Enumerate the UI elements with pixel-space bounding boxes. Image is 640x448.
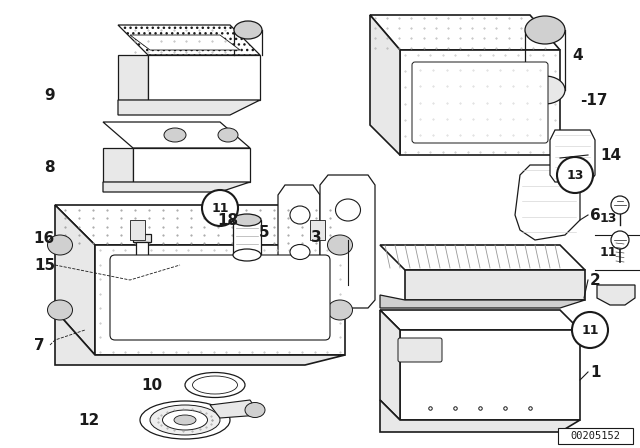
Ellipse shape: [164, 128, 186, 142]
Ellipse shape: [290, 206, 310, 224]
Bar: [233, 220, 261, 255]
Text: 7: 7: [35, 337, 45, 353]
Polygon shape: [515, 165, 580, 240]
Polygon shape: [597, 285, 635, 305]
Text: 6: 6: [590, 207, 601, 223]
Text: 5: 5: [259, 224, 269, 240]
Text: 3: 3: [310, 229, 321, 245]
Text: 4: 4: [572, 47, 582, 63]
Ellipse shape: [193, 376, 237, 394]
Polygon shape: [55, 205, 345, 245]
Circle shape: [202, 190, 238, 226]
Polygon shape: [118, 100, 260, 115]
Circle shape: [557, 157, 593, 193]
Ellipse shape: [185, 372, 245, 397]
Text: 13: 13: [600, 211, 618, 224]
FancyBboxPatch shape: [110, 255, 330, 340]
Bar: [136, 242, 148, 267]
Ellipse shape: [47, 300, 72, 320]
Text: 15: 15: [34, 258, 55, 272]
Bar: [133, 234, 151, 242]
Ellipse shape: [218, 128, 238, 142]
Text: 10: 10: [141, 378, 162, 392]
Ellipse shape: [47, 235, 72, 255]
Ellipse shape: [233, 249, 261, 261]
Polygon shape: [95, 245, 345, 355]
Text: 11: 11: [581, 323, 599, 336]
Polygon shape: [103, 182, 250, 192]
FancyBboxPatch shape: [398, 338, 442, 362]
Polygon shape: [400, 50, 560, 155]
Polygon shape: [550, 130, 595, 182]
Text: 14: 14: [600, 147, 621, 163]
Text: 9: 9: [44, 87, 55, 103]
Ellipse shape: [245, 402, 265, 418]
Polygon shape: [103, 148, 133, 182]
Polygon shape: [380, 310, 580, 330]
Text: 12: 12: [79, 413, 100, 427]
Text: 8: 8: [44, 159, 55, 175]
Text: 1: 1: [590, 365, 600, 379]
Text: -17: -17: [580, 92, 607, 108]
Polygon shape: [118, 25, 260, 55]
Polygon shape: [118, 55, 148, 100]
Ellipse shape: [150, 405, 220, 435]
Polygon shape: [380, 400, 580, 432]
Polygon shape: [400, 330, 580, 420]
Ellipse shape: [328, 235, 353, 255]
Text: 11: 11: [211, 202, 228, 215]
Polygon shape: [370, 15, 560, 50]
Polygon shape: [405, 270, 585, 300]
Polygon shape: [380, 310, 400, 420]
Text: 00205152: 00205152: [570, 431, 620, 441]
Text: 13: 13: [566, 168, 584, 181]
Text: 2: 2: [590, 272, 601, 288]
Polygon shape: [148, 55, 260, 100]
Polygon shape: [320, 175, 375, 308]
Polygon shape: [380, 245, 585, 270]
Text: 11: 11: [600, 246, 618, 258]
Circle shape: [572, 312, 608, 348]
Ellipse shape: [234, 21, 262, 39]
Ellipse shape: [525, 16, 565, 44]
Ellipse shape: [140, 401, 230, 439]
Polygon shape: [370, 15, 400, 155]
Polygon shape: [133, 148, 250, 182]
Circle shape: [611, 196, 629, 214]
Ellipse shape: [525, 76, 565, 104]
Text: 16: 16: [34, 231, 55, 246]
Polygon shape: [103, 122, 250, 148]
Ellipse shape: [328, 300, 353, 320]
Bar: [558, 428, 633, 444]
Text: 18: 18: [218, 212, 239, 228]
FancyBboxPatch shape: [412, 62, 548, 143]
Circle shape: [611, 231, 629, 249]
Ellipse shape: [163, 410, 207, 430]
Ellipse shape: [335, 199, 360, 221]
Polygon shape: [278, 185, 320, 272]
Polygon shape: [210, 400, 260, 418]
Ellipse shape: [233, 214, 261, 226]
Bar: [310, 220, 325, 240]
Ellipse shape: [290, 245, 310, 259]
Polygon shape: [55, 205, 95, 355]
Bar: [130, 220, 145, 240]
Polygon shape: [380, 295, 585, 308]
Polygon shape: [130, 35, 240, 50]
Polygon shape: [55, 310, 345, 365]
Ellipse shape: [174, 415, 196, 425]
